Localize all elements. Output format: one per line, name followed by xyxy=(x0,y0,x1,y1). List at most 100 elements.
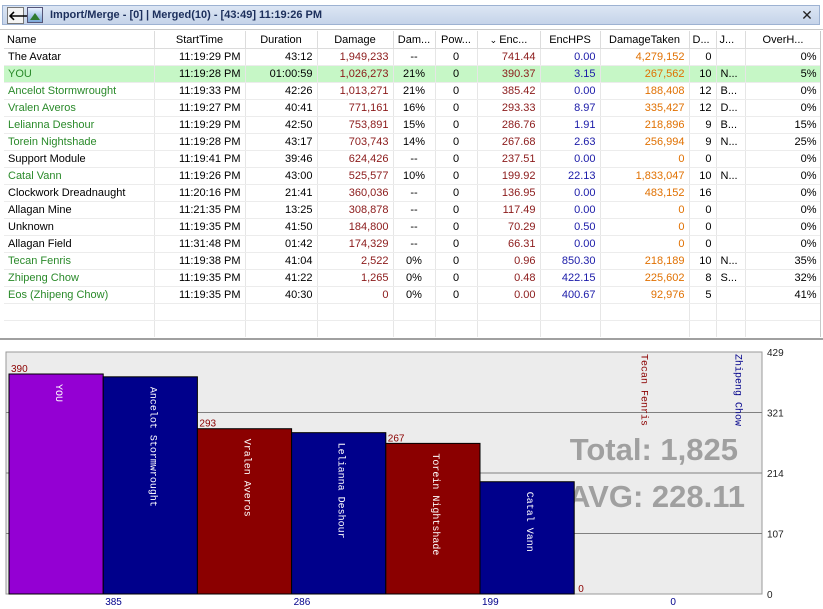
cell-duration: 43:00 xyxy=(245,167,318,185)
cell-start: 11:20:16 PM xyxy=(154,184,246,202)
cell-start: 11:19:29 PM xyxy=(154,116,246,134)
cell-damage: 771,161 xyxy=(317,99,394,117)
table-row[interactable]: Catal Vann 11:19:26 PM 43:00 525,577 10% 0 199… xyxy=(4,167,820,185)
column-header[interactable]: OverH... xyxy=(745,31,820,49)
table-row[interactable]: Vralen Averos 11:19:27 PM 40:41 771,161 16% 0… xyxy=(4,99,820,117)
table-row[interactable]: Support Module 11:19:41 PM 39:46 624,426 -- 0… xyxy=(4,150,820,168)
bar-value-label: 390 xyxy=(11,364,28,375)
cell-overheal: 0% xyxy=(745,201,820,219)
table-row[interactable]: Allagan Mine 11:21:35 PM 13:25 308,878 -- 0 11… xyxy=(4,201,820,219)
table-row[interactable]: Clockwork Dreadnaught 11:20:16 PM 21:41 360… xyxy=(4,184,820,202)
cell-j xyxy=(716,48,746,66)
cell-j: D... xyxy=(716,99,746,117)
cell-damage: 1,265 xyxy=(317,269,394,287)
empty-row xyxy=(4,303,820,321)
cell-pow: 0 xyxy=(435,116,478,134)
cell-damage: 184,800 xyxy=(317,218,394,236)
column-header[interactable]: Name xyxy=(4,31,155,49)
cell-duration: 43:17 xyxy=(245,133,318,151)
bar xyxy=(479,481,575,595)
bar-value-label: 0 xyxy=(578,584,584,595)
cell-dam-pct: 16% xyxy=(393,99,436,117)
cell-enchps: 0.00 xyxy=(540,235,601,253)
cell-damage: 1,013,271 xyxy=(317,82,394,100)
cell-duration: 42:50 xyxy=(245,116,318,134)
cell-dam-pct: 21% xyxy=(393,65,436,83)
cell-duration: 41:04 xyxy=(245,252,318,270)
empty-row xyxy=(4,320,820,337)
cell-dam-pct: 15% xyxy=(393,116,436,134)
table-row[interactable]: Ancelot Stormwrought 11:19:33 PM 42:26 1,01… xyxy=(4,82,820,100)
cell-d: 0 xyxy=(689,218,717,236)
column-header[interactable]: Dam... xyxy=(393,31,436,49)
cell-name: Lelianna Deshour xyxy=(4,116,155,134)
cell-enc: 741.44 xyxy=(477,48,541,66)
image-icon[interactable] xyxy=(27,7,43,23)
cell-damage-taken: 4,279,152 xyxy=(600,48,690,66)
table-row[interactable]: Unknown 11:19:35 PM 41:50 184,800 -- 0 70.29 0.… xyxy=(4,218,820,236)
bar-name-label: Lelianna Deshour xyxy=(335,443,347,539)
table-row[interactable]: Zhipeng Chow 11:19:35 PM 41:22 1,265 0% 0 0.48… xyxy=(4,269,820,287)
cell-enchps: 3.15 xyxy=(540,65,601,83)
table-row[interactable]: Torein Nightshade 11:19:28 PM 43:17 703,743… xyxy=(4,133,820,151)
cell-d: 10 xyxy=(689,65,717,83)
cell-damage: 360,036 xyxy=(317,184,394,202)
cell-damage-taken: 218,896 xyxy=(600,116,690,134)
cell-j: B... xyxy=(716,82,746,100)
cell-damage: 2,522 xyxy=(317,252,394,270)
column-header[interactable]: ⌄ Enc... xyxy=(477,31,541,49)
column-header[interactable]: D... xyxy=(689,31,717,49)
cell-overheal: 41% xyxy=(745,286,820,304)
cell-overheal: 0% xyxy=(745,99,820,117)
cell-j xyxy=(716,218,746,236)
cell-name: Torein Nightshade xyxy=(4,133,155,151)
title-bar: 🡐 Import/Merge - [0] | Merged(10) - [43:… xyxy=(0,0,823,30)
column-header[interactable]: Pow... xyxy=(435,31,478,49)
cell-j: N... xyxy=(716,252,746,270)
sort-arrow-icon: ⌄ xyxy=(489,34,498,45)
bar-name-label: Vralen Averos xyxy=(241,439,253,517)
cell-damage: 174,329 xyxy=(317,235,394,253)
bar xyxy=(102,376,198,595)
bar-name-label: YOU xyxy=(52,384,63,402)
table-row[interactable]: Lelianna Deshour 11:19:29 PM 42:50 753,891 1… xyxy=(4,116,820,134)
table-row[interactable]: Allagan Field 11:31:48 PM 01:42 174,329 -- 0 6… xyxy=(4,235,820,253)
table-header-row: Name StartTime Duration Damage Dam... Pow... ⌄… xyxy=(4,31,820,49)
column-header[interactable]: J... xyxy=(716,31,746,49)
cell-pow: 0 xyxy=(435,150,478,168)
cell-damage: 753,891 xyxy=(317,116,394,134)
cell-dam-pct: -- xyxy=(393,48,436,66)
y-tick-label: 429 xyxy=(767,348,784,359)
cell-enc: 199.92 xyxy=(477,167,541,185)
cell-name: Support Module xyxy=(4,150,155,168)
cell-dam-pct: -- xyxy=(393,184,436,202)
table-row[interactable]: Tecan Fenris 11:19:38 PM 41:04 2,522 0% 0 0.96… xyxy=(4,252,820,270)
cell-name: Unknown xyxy=(4,218,155,236)
bar-name-label: Ancelot Stormwrought xyxy=(146,387,158,507)
column-header[interactable]: StartTime xyxy=(154,31,246,49)
y-tick-label: 321 xyxy=(767,409,784,420)
close-button[interactable]: ✕ xyxy=(801,7,813,23)
y-tick-label: 0 xyxy=(767,590,773,601)
column-header[interactable]: EncHPS xyxy=(540,31,601,49)
cell-pow: 0 xyxy=(435,218,478,236)
cell-overheal: 0% xyxy=(745,218,820,236)
cell-enc: 390.37 xyxy=(477,65,541,83)
bar-name-label: Tecan Fenris xyxy=(637,354,649,426)
cell-damage-taken: 0 xyxy=(600,150,690,168)
cell-pow: 0 xyxy=(435,99,478,117)
cell-duration: 41:50 xyxy=(245,218,318,236)
column-header[interactable]: DamageTaken xyxy=(600,31,690,49)
table-row[interactable]: The Avatar 11:19:29 PM 43:12 1,949,233 -- 0 74… xyxy=(4,48,820,66)
bar-name-label: Catal Vann xyxy=(523,492,535,552)
column-header[interactable]: Damage xyxy=(317,31,394,49)
column-header[interactable]: Duration xyxy=(245,31,318,49)
cell-enchps: 422.15 xyxy=(540,269,601,287)
cell-dam-pct: -- xyxy=(393,150,436,168)
cell-duration: 01:00:59 xyxy=(245,65,318,83)
cell-dam-pct: -- xyxy=(393,235,436,253)
table-row[interactable]: YOU 11:19:28 PM 01:00:59 1,026,273 21% 0 390.3… xyxy=(4,65,820,83)
cell-damage: 308,878 xyxy=(317,201,394,219)
back-button[interactable]: 🡐 xyxy=(7,7,43,24)
table-row[interactable]: Eos (Zhipeng Chow) 11:19:35 PM 40:30 0 0% 0 0.… xyxy=(4,286,820,304)
